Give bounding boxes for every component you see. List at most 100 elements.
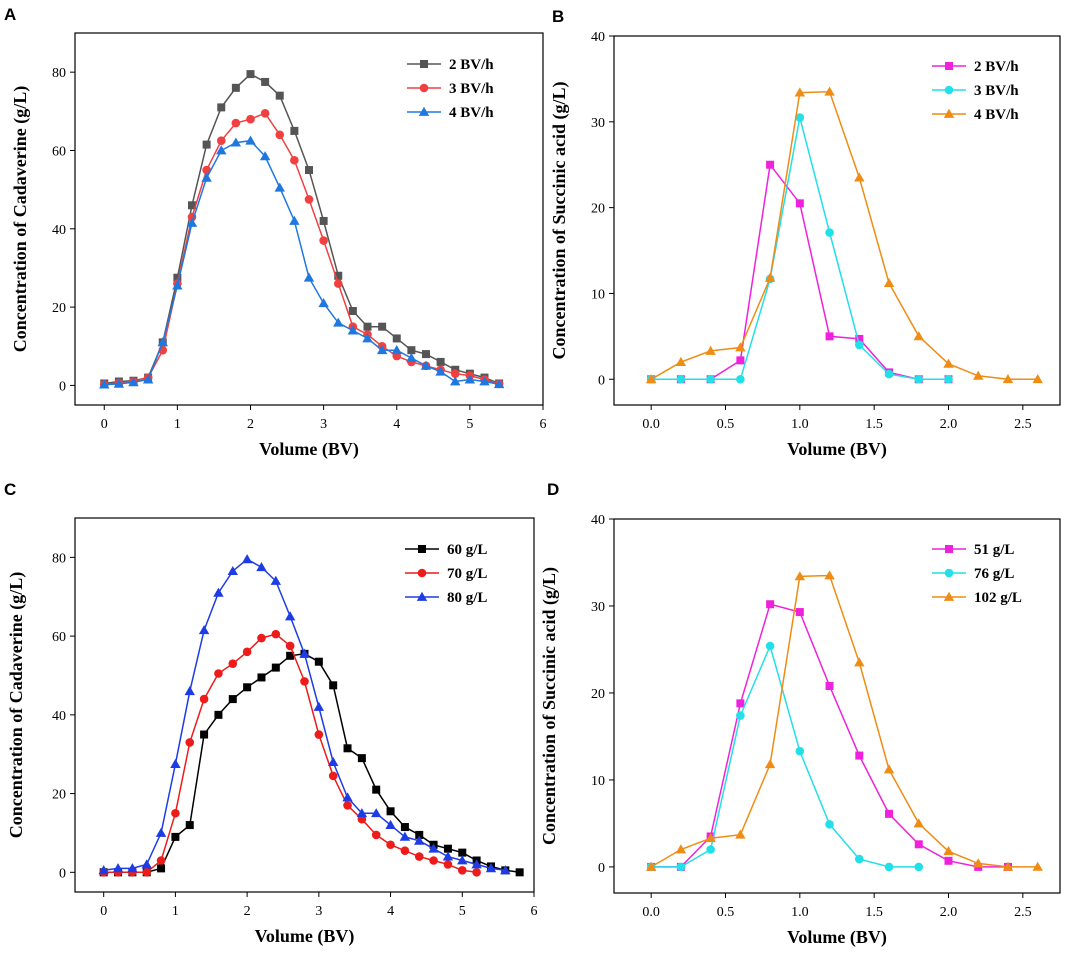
data-point: [414, 852, 424, 861]
data-point: [198, 625, 210, 635]
data-point: [855, 854, 864, 864]
legend: 2 BV/h 3 BV/h 4 BV/h: [407, 57, 494, 121]
x-tick-label: 4: [387, 904, 394, 919]
chart-panel-b: B 0.0 0.5 1.0 1.5 2.0 2.5 0 10 20 30 40 Volume (BV) C…: [549, 7, 1061, 460]
data-point: [363, 322, 372, 331]
data-point: [471, 859, 482, 869]
y-tick-label: 60: [52, 144, 66, 159]
x-tick-label: 3: [315, 904, 322, 919]
legend-label: 60 g/L: [447, 542, 487, 558]
series-102-g-l: [645, 570, 1043, 871]
data-point: [736, 374, 745, 384]
x-axis-title: Volume (BV): [787, 439, 887, 460]
data-point: [883, 277, 895, 288]
data-point: [228, 695, 237, 704]
data-point: [286, 651, 295, 660]
data-point: [246, 114, 255, 124]
legend-label: 3 BV/h: [449, 81, 494, 97]
data-point: [794, 87, 806, 97]
data-point: [290, 155, 299, 165]
data-point: [1032, 374, 1043, 384]
data-point: [794, 571, 806, 581]
data-point: [275, 91, 284, 100]
series-line: [650, 91, 1038, 381]
data-point: [436, 357, 445, 366]
data-point: [736, 356, 745, 365]
data-point: [472, 868, 481, 877]
data-point: [1002, 374, 1014, 384]
data-point: [372, 785, 381, 794]
data-point: [300, 677, 309, 686]
data-point: [231, 118, 241, 128]
data-point: [515, 868, 524, 877]
data-point: [343, 744, 352, 753]
data-point: [944, 856, 953, 865]
y-tick-label: 40: [591, 30, 605, 45]
x-tick-label: 0: [100, 904, 107, 919]
data-point: [334, 271, 343, 280]
data-point: [457, 866, 467, 875]
x-tick-label: 2.0: [940, 417, 958, 432]
legend-label: 2 BV/h: [974, 59, 1019, 75]
data-point: [443, 844, 452, 853]
x-tick-label: 6: [540, 417, 547, 432]
y-tick-label: 0: [59, 866, 66, 881]
data-point: [214, 710, 223, 719]
data-point: [314, 730, 324, 739]
data-point: [245, 135, 256, 145]
data-point: [420, 360, 432, 370]
data-point: [347, 325, 359, 335]
data-point: [328, 771, 338, 781]
legend: 2 BV/h 3 BV/h 4 BV/h: [932, 59, 1019, 123]
series-line: [651, 643, 919, 868]
y-axis-title: Concentration of Cadaverine (g/L): [10, 86, 31, 352]
data-point: [257, 673, 266, 682]
data-point: [257, 633, 266, 643]
data-point: [112, 863, 124, 873]
y-tick-label: 20: [52, 301, 66, 316]
data-point: [99, 379, 110, 389]
data-point: [231, 83, 240, 92]
data-point: [185, 821, 194, 830]
x-tick-label: 3: [320, 417, 327, 432]
data-point: [304, 195, 314, 204]
plot-frame: [74, 32, 544, 406]
x-tick-label: 5: [459, 904, 466, 919]
data-point: [199, 694, 209, 704]
data-point: [184, 686, 195, 696]
data-point: [348, 307, 357, 316]
y-axis-title: Concentration of Cadaverine (g/L): [6, 572, 27, 838]
legend-marker: [420, 60, 428, 68]
data-point: [735, 829, 746, 839]
panel-letter: A: [4, 5, 16, 24]
data-point: [386, 840, 395, 850]
data-point: [362, 333, 373, 343]
data-point: [113, 378, 125, 388]
data-point: [943, 358, 954, 368]
data-point: [271, 629, 281, 639]
data-point: [795, 746, 805, 756]
data-point: [913, 818, 924, 828]
data-point: [479, 376, 490, 386]
data-point: [141, 859, 152, 869]
data-point: [973, 370, 984, 380]
data-point: [914, 840, 923, 849]
data-point: [217, 103, 226, 112]
y-tick-label: 30: [591, 116, 605, 131]
data-point: [442, 851, 454, 861]
data-point: [241, 554, 253, 564]
x-tick-label: 2.5: [1014, 905, 1032, 920]
series-line: [103, 558, 506, 872]
data-point: [227, 565, 238, 576]
data-point: [319, 216, 328, 225]
y-tick-label: 60: [52, 630, 66, 645]
data-point: [855, 340, 864, 350]
x-axis-title: Volume (BV): [259, 439, 359, 460]
data-point: [705, 345, 716, 355]
legend-label: 80 g/L: [447, 590, 487, 606]
y-tick-label: 0: [598, 861, 605, 876]
data-point: [142, 868, 152, 877]
data-point: [142, 374, 154, 384]
data-point: [385, 819, 396, 829]
